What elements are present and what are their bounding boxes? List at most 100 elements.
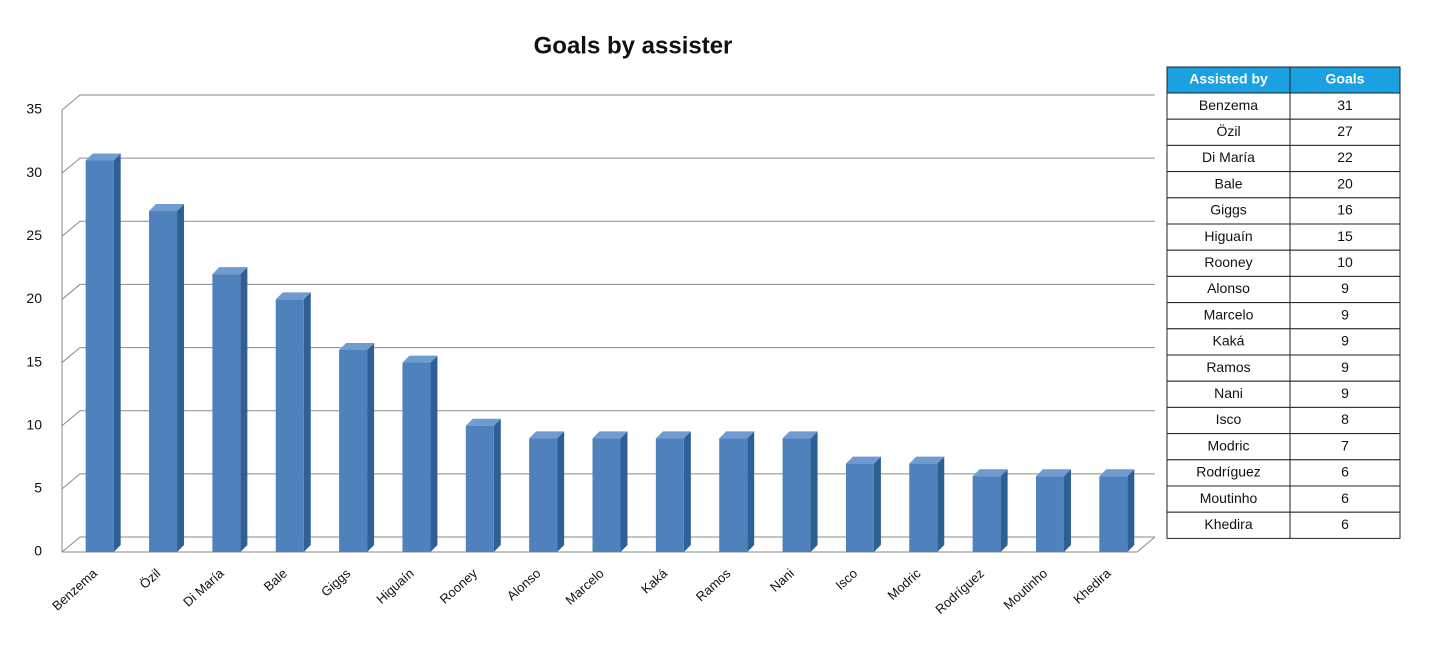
chart-title: Goals by assister — [534, 32, 733, 59]
bar-side — [303, 292, 311, 552]
y-tick-label: 10 — [26, 416, 42, 432]
table-cell: 7 — [1341, 437, 1349, 453]
bar-side — [747, 431, 755, 552]
table-row — [1166, 197, 1401, 225]
bar-side — [1127, 469, 1135, 552]
y-tick-label: 20 — [26, 290, 42, 306]
grid-line — [61, 157, 1155, 174]
bar-front — [655, 438, 684, 552]
table-row — [1166, 511, 1401, 539]
table-row — [1166, 433, 1401, 461]
bar-side — [810, 431, 818, 552]
y-tick-label: 30 — [26, 164, 42, 180]
bar-side — [113, 153, 121, 552]
bar — [212, 267, 248, 552]
table-row — [1166, 328, 1401, 356]
bar-front — [1035, 476, 1064, 552]
bar-top — [1099, 469, 1135, 477]
bar-top — [402, 355, 438, 363]
bar-front — [909, 463, 938, 552]
bar — [592, 431, 628, 552]
bar-front — [972, 476, 1001, 552]
table-cell: Kaká — [1213, 333, 1245, 349]
table-row — [1166, 354, 1401, 382]
table-row — [1166, 118, 1401, 146]
grid-line — [61, 410, 1155, 427]
table-cell: 27 — [1337, 123, 1353, 139]
bar — [655, 431, 691, 552]
bar-front — [85, 160, 114, 552]
table-cell: Ramos — [1206, 359, 1250, 375]
bar-front — [149, 211, 178, 552]
bar-side — [873, 456, 881, 552]
bar-side — [620, 431, 628, 552]
table-cell: 6 — [1341, 516, 1349, 532]
table-cell: 9 — [1341, 306, 1349, 322]
table-row — [1166, 406, 1401, 435]
bar-top — [85, 153, 121, 161]
bar-side — [1000, 469, 1008, 552]
table-cell: Bale — [1214, 175, 1242, 191]
bar-front — [275, 299, 304, 552]
table-row — [1166, 249, 1401, 277]
table-cell: Modric — [1207, 437, 1249, 453]
bar-side — [177, 204, 185, 552]
bar — [845, 456, 881, 552]
table-row — [1166, 223, 1401, 251]
bar-top — [655, 431, 691, 439]
y-tick-label: 15 — [26, 353, 42, 369]
table-cell: Moutinho — [1200, 490, 1258, 506]
bar-front — [845, 463, 874, 552]
table-cell: Giggs — [1210, 202, 1247, 218]
y-tick-label: 5 — [34, 480, 42, 496]
table-cell: 22 — [1337, 149, 1353, 165]
bar-top — [275, 292, 311, 300]
table-cell: 9 — [1341, 359, 1349, 375]
table-cell: Di María — [1202, 149, 1255, 165]
bar — [719, 431, 755, 552]
bar-top — [465, 418, 501, 426]
bar-side — [430, 355, 438, 552]
bar-front — [1099, 476, 1128, 552]
grid-line — [61, 283, 1155, 300]
bar — [972, 469, 1008, 552]
grid-line — [61, 347, 1155, 363]
table-cell: Higuaín — [1204, 228, 1252, 244]
bar — [1099, 469, 1135, 552]
bar — [149, 204, 185, 552]
table-row — [1166, 92, 1401, 120]
bar-top — [592, 431, 628, 439]
table-row — [1166, 380, 1401, 408]
bar-side — [557, 431, 565, 552]
bar-front — [592, 438, 621, 552]
bar — [782, 431, 818, 552]
bar — [339, 342, 375, 552]
bar-top — [845, 456, 881, 464]
bar-top — [149, 204, 185, 212]
table-cell: 20 — [1337, 175, 1353, 191]
bar-front — [402, 362, 431, 552]
table-cell: 31 — [1337, 97, 1353, 113]
table-cell: Nani — [1214, 385, 1243, 401]
table-row — [1166, 171, 1401, 199]
bar-front — [465, 425, 494, 552]
bar — [909, 456, 945, 552]
table-cell: Rooney — [1204, 254, 1252, 270]
bar-side — [683, 431, 691, 552]
bar — [1035, 469, 1071, 552]
bar-top — [972, 469, 1008, 477]
bar-front — [212, 274, 241, 552]
table-cell: 9 — [1341, 385, 1349, 401]
table-row — [1166, 485, 1401, 513]
table-row — [1166, 275, 1401, 304]
bar-front — [719, 438, 748, 552]
table-row — [1166, 302, 1401, 330]
bar-front — [339, 349, 368, 552]
table-cell: Khedira — [1204, 516, 1252, 532]
table-cell: 8 — [1341, 411, 1349, 427]
bar-top — [212, 267, 248, 275]
bar-front — [529, 438, 558, 552]
bar-top — [529, 431, 565, 439]
table-cell: Rodríguez — [1196, 464, 1261, 480]
